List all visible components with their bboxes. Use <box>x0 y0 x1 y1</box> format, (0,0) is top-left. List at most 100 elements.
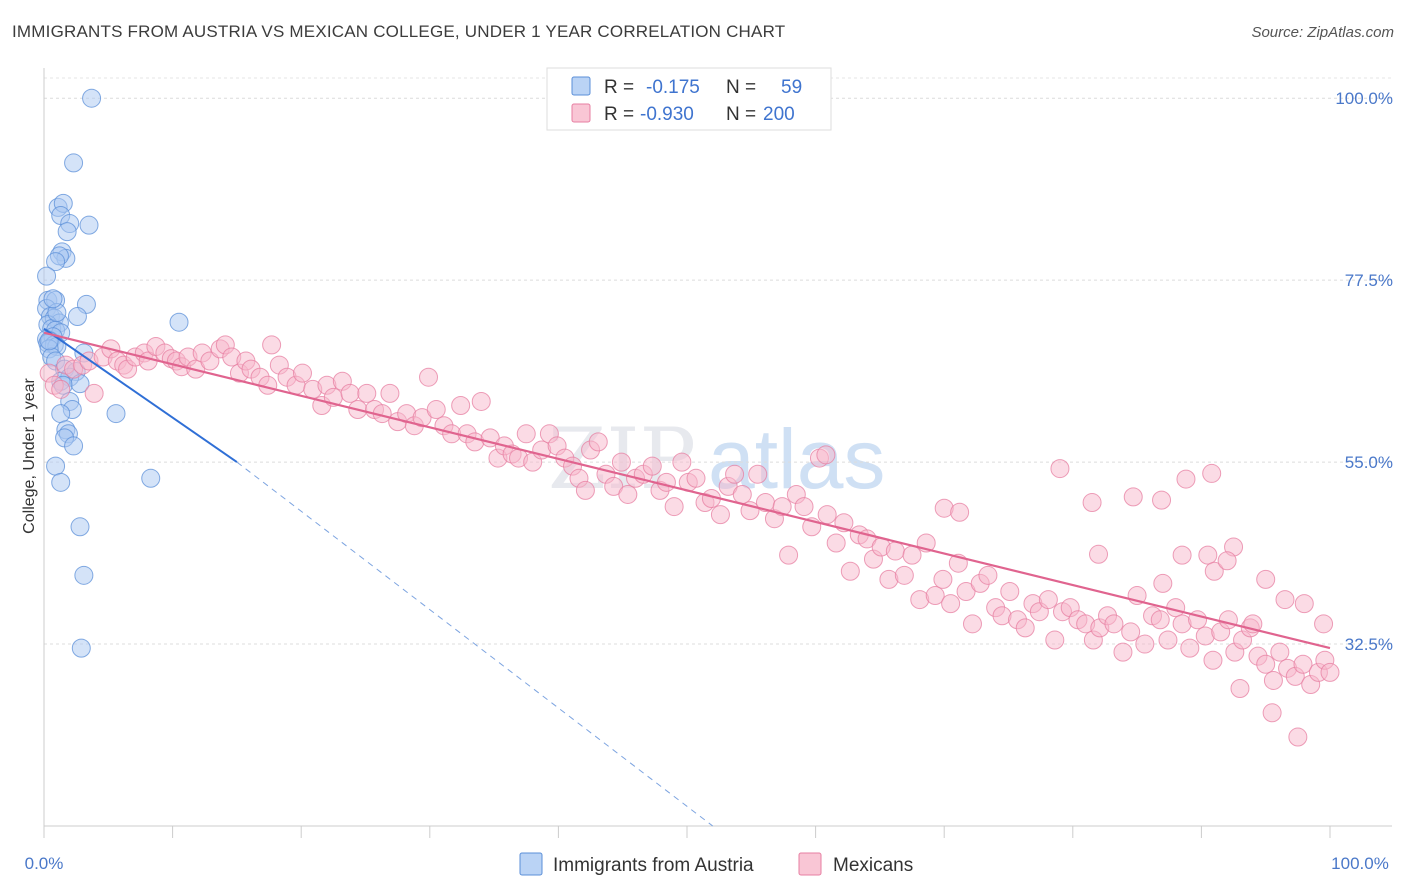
point-1-83 <box>642 456 662 476</box>
data-points <box>37 88 1340 747</box>
point-1-125 <box>962 614 982 634</box>
y-tick-labels: 32.5% 55.0% 77.5% 100.0% <box>1335 89 1393 654</box>
point-1-117 <box>902 545 922 565</box>
y-tick-label-1: 55.0% <box>1345 453 1393 472</box>
point-1-66 <box>516 424 536 444</box>
legend-n-value-mexicans: 200 <box>763 104 795 125</box>
point-1-192 <box>1230 679 1250 699</box>
point-1-76 <box>588 432 608 452</box>
point-1-37 <box>292 363 312 383</box>
point-1-92 <box>710 505 730 525</box>
stats-legend-box <box>546 67 832 131</box>
point-1-95 <box>732 484 752 504</box>
point-0-52 <box>51 472 71 492</box>
point-1-135 <box>1038 590 1058 610</box>
legend-r-label-austria: R = <box>604 77 634 98</box>
point-1-132 <box>1015 618 1035 638</box>
point-1-107 <box>826 533 846 553</box>
point-1-124 <box>956 581 976 601</box>
point-1-159 <box>1218 610 1238 630</box>
point-1-57 <box>451 396 471 416</box>
trend-line-mexicans <box>43 331 1331 650</box>
point-0-49 <box>64 436 84 456</box>
point-1-53 <box>419 367 439 387</box>
point-0-50 <box>46 456 66 476</box>
point-1-33 <box>262 335 282 355</box>
x-tick-label-0: 0.0% <box>25 854 64 873</box>
point-1-183 <box>1089 544 1109 564</box>
legend-n-label-mexicans: N = <box>726 104 756 125</box>
x-tick-labels: 0.0% 100.0% <box>25 854 1389 873</box>
trend-lines <box>43 327 1331 827</box>
point-1-164 <box>1256 654 1276 674</box>
point-1-127 <box>978 565 998 585</box>
point-1-130 <box>1000 581 1020 601</box>
point-1-86 <box>664 497 684 517</box>
point-1-120 <box>925 586 945 606</box>
point-0-19 <box>67 307 87 327</box>
axes <box>43 68 1392 838</box>
y-tick-label-2: 77.5% <box>1345 271 1393 290</box>
point-1-79 <box>611 452 631 472</box>
point-1-80 <box>618 484 638 504</box>
trend-line-austria-extension <box>236 461 714 827</box>
point-0-0 <box>82 88 102 108</box>
legend-swatch-bottom-mexicans <box>798 852 822 876</box>
point-1-185 <box>1172 545 1192 565</box>
y-tick-label-3: 100.0% <box>1335 89 1393 108</box>
legend-label-austria: Immigrants from Austria <box>553 855 754 876</box>
point-1-54 <box>426 400 446 420</box>
chart-title: IMMIGRANTS FROM AUSTRIA VS MEXICAN COLLE… <box>12 22 786 41</box>
point-0-35 <box>169 312 189 332</box>
point-1-94 <box>725 464 745 484</box>
stats-legend: R = -0.175 N = 59 R = -0.930 N = 200 <box>546 67 832 131</box>
x-tick-label-1: 100.0% <box>1331 854 1389 873</box>
point-1-48 <box>380 383 400 403</box>
point-1-7 <box>84 383 104 403</box>
point-1-121 <box>933 569 953 589</box>
point-1-52 <box>412 408 432 428</box>
point-1-100 <box>772 497 792 517</box>
point-1-60 <box>471 391 491 411</box>
point-1-182 <box>950 502 970 522</box>
point-0-6 <box>79 215 99 235</box>
series-legend: Immigrants from Austria Mexicans <box>519 852 913 876</box>
point-1-89 <box>686 468 706 488</box>
point-1-169 <box>1293 654 1313 674</box>
point-1-189 <box>1204 561 1224 581</box>
point-1-85 <box>656 472 676 492</box>
point-0-53 <box>70 517 90 537</box>
point-1-177 <box>1123 487 1143 507</box>
legend-n-label-austria: N = <box>726 77 756 98</box>
point-1-178 <box>1152 490 1172 510</box>
legend-swatch-mexicans <box>571 103 591 123</box>
point-0-1 <box>64 153 84 173</box>
point-1-150 <box>1150 610 1170 630</box>
point-1-165 <box>1263 670 1283 690</box>
y-axis-title: College, Under 1 year <box>21 378 38 534</box>
point-0-54 <box>74 565 94 585</box>
point-0-51 <box>141 468 161 488</box>
point-1-106 <box>817 505 837 525</box>
point-1-109 <box>840 561 860 581</box>
source-label: Source: ZipAtlas.com <box>1251 24 1394 41</box>
point-1-195 <box>1288 727 1308 747</box>
point-1-154 <box>1180 638 1200 658</box>
point-1-176 <box>1082 493 1102 513</box>
point-1-173 <box>1320 662 1340 682</box>
legend-label-mexicans: Mexicans <box>833 855 913 876</box>
point-1-45 <box>357 383 377 403</box>
legend-swatch-austria <box>571 76 591 96</box>
point-1-188 <box>1256 569 1276 589</box>
point-1-184 <box>1153 573 1173 593</box>
point-1-24 <box>200 351 220 371</box>
point-1-145 <box>1113 642 1133 662</box>
point-0-44 <box>51 404 71 424</box>
point-1-103 <box>794 497 814 517</box>
point-1-87 <box>672 452 692 472</box>
point-1-148 <box>1135 634 1155 654</box>
point-1-2 <box>51 379 71 399</box>
point-1-122 <box>941 594 961 614</box>
point-1-74 <box>575 480 595 500</box>
